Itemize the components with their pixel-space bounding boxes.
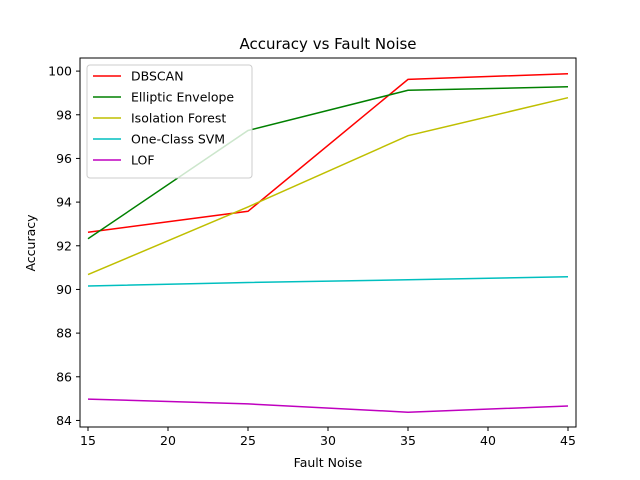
series-line-2 — [87, 86, 569, 240]
series-line-3 — [87, 96, 569, 276]
x-tick-label: 25 — [240, 433, 256, 448]
y-tick-label: 94 — [56, 195, 72, 210]
y-tick-label: 90 — [56, 282, 72, 297]
legend-label: Isolation Forest — [131, 111, 226, 126]
chart-title: Accuracy vs Fault Noise — [239, 35, 416, 53]
y-tick-label: 86 — [56, 369, 72, 384]
series-line-4 — [87, 276, 569, 287]
legend-box — [86, 64, 253, 179]
x-axis-ticks: 15 20 25 30 35 40 45 — [80, 427, 576, 448]
y-tick-label: 98 — [56, 107, 72, 122]
plot-lines — [87, 72, 569, 413]
y-axis-ticks: 84 86 88 90 92 94 96 98 100 — [48, 64, 80, 428]
legend-label: LOF — [131, 153, 155, 168]
x-tick-label: 45 — [560, 433, 576, 448]
x-tick-label: 40 — [480, 433, 496, 448]
legend-label: DBSCAN — [131, 69, 184, 84]
y-axis-label: Accuracy — [23, 214, 38, 272]
series-line-5 — [87, 398, 569, 413]
x-tick-label: 15 — [80, 433, 96, 448]
y-tick-label: 100 — [48, 64, 72, 79]
y-tick-label: 96 — [56, 151, 72, 166]
legend-label: Elliptic Envelope — [131, 90, 234, 105]
series-line-1 — [87, 72, 569, 233]
x-tick-label: 20 — [160, 433, 176, 448]
x-tick-label: 30 — [320, 433, 336, 448]
y-tick-label: 92 — [56, 238, 72, 253]
x-tick-label: 35 — [400, 433, 416, 448]
y-tick-label: 88 — [56, 326, 72, 341]
legend: DBSCAN Elliptic Envelope Isolation Forest O… — [86, 64, 253, 179]
legend-label: One-Class SVM — [131, 132, 225, 147]
y-tick-label: 84 — [56, 413, 72, 428]
x-axis-label: Fault Noise — [294, 455, 363, 470]
